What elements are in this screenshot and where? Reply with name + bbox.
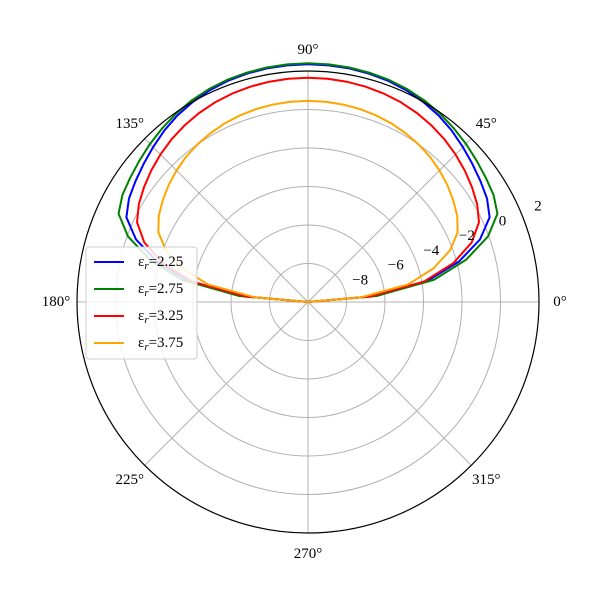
r-tick-label: −4	[423, 243, 439, 259]
theta-tick-label: 180°	[42, 294, 71, 310]
series-lines	[117, 62, 499, 303]
r-tick-label: −8	[352, 272, 368, 288]
polar-frame	[76, 70, 540, 534]
grid	[77, 71, 539, 533]
theta-tick-label: 135°	[116, 116, 145, 132]
theta-tick-label: 90°	[298, 42, 319, 58]
theta-tick-label: 225°	[116, 472, 145, 488]
theta-grid-line	[307, 301, 472, 466]
legend-label: εr=2.25	[138, 254, 183, 272]
tick-labels: 0° 45° 90° 135° 180° 225° 270° 315° −8 −6 −4 −2 0 2	[42, 42, 567, 562]
theta-grid-line	[144, 301, 309, 466]
theta-tick-label: 270°	[294, 546, 323, 562]
theta-grid-line	[144, 138, 309, 303]
theta-grid-line	[307, 138, 472, 303]
series-line	[136, 76, 480, 303]
series-line	[157, 99, 459, 303]
r-tick-label: 2	[534, 199, 542, 215]
series-line	[117, 62, 499, 303]
legend: εr=2.25 εr=2.75 εr=3.25 εr=3.75	[85, 246, 198, 360]
legend-label: εr=3.75	[138, 335, 183, 353]
legend-label: εr=3.25	[138, 308, 183, 326]
theta-tick-label: 0°	[553, 294, 567, 310]
r-tick-label: 0	[499, 213, 507, 229]
r-tick-label: −2	[459, 228, 475, 244]
theta-tick-label: 315°	[472, 472, 501, 488]
legend-label: εr=2.75	[138, 281, 183, 299]
r-tick-label: −6	[388, 258, 404, 274]
legend-box	[85, 246, 198, 360]
theta-tick-label: 45°	[476, 116, 497, 132]
